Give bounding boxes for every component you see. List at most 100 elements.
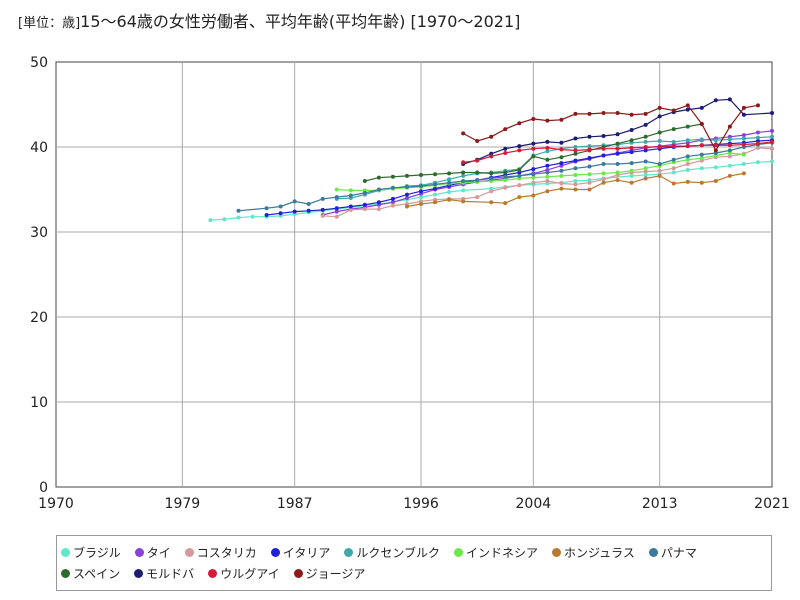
- data-point: [657, 145, 662, 149]
- data-point: [615, 162, 620, 166]
- data-point: [643, 145, 648, 149]
- data-point: [461, 170, 466, 175]
- y-tick-label: 40: [30, 140, 48, 156]
- legend-label: インドネシア: [465, 546, 538, 560]
- data-point: [657, 114, 662, 119]
- data-point: [390, 196, 395, 201]
- data-point: [531, 141, 536, 146]
- chart-title: 15〜64歳の女性労働者、平均年齢(平均年齢) [1970〜2021]: [80, 12, 521, 31]
- data-point: [671, 139, 676, 144]
- data-point: [503, 170, 508, 175]
- data-point: [404, 184, 409, 189]
- legend-label: モルドバ: [146, 566, 195, 581]
- data-point: [657, 173, 662, 178]
- data-point: [404, 204, 409, 209]
- data-point: [447, 171, 452, 176]
- data-point: [699, 137, 704, 142]
- data-point: [741, 105, 746, 110]
- data-point: [559, 147, 564, 152]
- data-point: [699, 156, 704, 161]
- data-point: [433, 200, 438, 205]
- data-point: [615, 170, 620, 175]
- legend-item: モルドバ: [134, 563, 194, 583]
- data-point: [755, 141, 760, 146]
- data-point: [685, 157, 690, 162]
- data-point: [334, 187, 339, 192]
- data-point: [657, 168, 662, 173]
- legend-item: インドネシア: [453, 543, 538, 563]
- data-point: [376, 175, 381, 180]
- data-point: [643, 169, 648, 174]
- legend-label: ジョージア: [305, 566, 366, 581]
- plot-frame: [55, 61, 773, 488]
- data-point: [390, 174, 395, 179]
- legend-label: ブラジル: [73, 546, 121, 560]
- data-point: [531, 154, 536, 159]
- series-line: [462, 104, 759, 152]
- data-point: [573, 187, 578, 192]
- data-point: [671, 170, 676, 175]
- data-point: [741, 112, 746, 117]
- data-point: [376, 207, 381, 212]
- legend-item: ジョージア: [293, 563, 366, 583]
- data-point: [573, 148, 578, 153]
- legend-marker: [453, 548, 463, 557]
- data-point: [545, 145, 550, 150]
- legend-item: スペイン: [61, 563, 120, 583]
- data-point: [545, 139, 550, 144]
- x-tick-label: 2021: [754, 496, 790, 512]
- data-point: [770, 128, 774, 133]
- x-tick-label: 1987: [277, 496, 313, 512]
- legend-marker: [61, 568, 70, 578]
- data-point: [461, 179, 466, 183]
- data-point: [362, 190, 367, 195]
- data-point: [770, 146, 774, 151]
- data-point: [517, 121, 522, 126]
- data-point: [419, 173, 424, 178]
- data-point: [390, 200, 395, 205]
- data-point: [755, 103, 760, 108]
- data-point: [517, 144, 522, 149]
- data-point: [601, 171, 606, 176]
- data-point: [713, 98, 718, 103]
- data-point: [278, 211, 283, 216]
- data-point: [545, 118, 550, 123]
- data-point: [727, 148, 732, 153]
- data-point: [755, 160, 760, 165]
- data-point: [278, 204, 283, 209]
- data-point: [685, 138, 690, 143]
- legend-marker: [208, 568, 218, 578]
- data-point: [629, 112, 634, 117]
- data-point: [489, 171, 494, 176]
- data-point: [461, 199, 466, 204]
- data-point: [671, 144, 676, 149]
- data-point: [741, 171, 746, 176]
- data-point: [629, 150, 634, 155]
- data-point: [587, 147, 592, 152]
- data-point: [699, 166, 704, 171]
- data-point: [629, 173, 634, 178]
- data-point: [615, 151, 620, 156]
- data-point: [713, 138, 718, 143]
- unit-label: [単位：歳]: [18, 16, 81, 31]
- data-point: [573, 173, 578, 178]
- data-point: [713, 148, 718, 153]
- legend-label: コスタリカ: [196, 546, 257, 560]
- data-point: [643, 111, 648, 116]
- data-point: [615, 146, 620, 151]
- y-tick-label: 0: [39, 480, 48, 496]
- data-point: [559, 140, 564, 145]
- data-point: [531, 146, 536, 151]
- data-point: [503, 185, 508, 190]
- data-point: [643, 176, 648, 181]
- data-point: [699, 105, 704, 110]
- data-point: [264, 213, 269, 217]
- data-point: [601, 153, 606, 158]
- x-tick-label: 2004: [516, 496, 552, 512]
- data-point: [601, 180, 606, 185]
- data-point: [629, 128, 634, 132]
- data-point: [559, 155, 564, 160]
- legend-marker: [552, 548, 561, 557]
- data-point: [320, 207, 325, 212]
- series-line: [462, 98, 773, 165]
